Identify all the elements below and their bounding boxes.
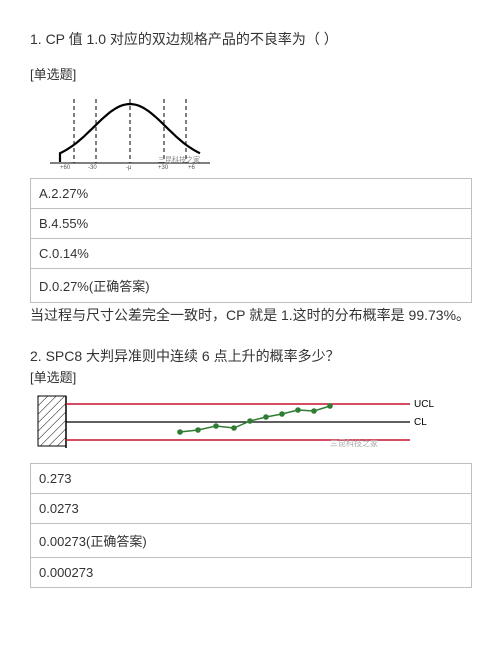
- q2-chart: UCL CL 三昆科技之家: [30, 388, 472, 461]
- q2-option-a[interactable]: 0.273: [31, 464, 472, 494]
- q2-option-b[interactable]: 0.0273: [31, 494, 472, 524]
- control-chart: UCL CL 三昆科技之家: [30, 388, 460, 456]
- q1-chart: +60 -30 -μ +30 +6三昆科技之家: [30, 85, 472, 176]
- q2-option-d[interactable]: 0.000273: [31, 558, 472, 588]
- q1-option-c[interactable]: C.0.14%: [31, 239, 472, 269]
- svg-text:+30: +30: [158, 165, 169, 171]
- bell-curve-chart: +60 -30 -μ +30 +6三昆科技之家: [30, 85, 230, 171]
- q2-option-c[interactable]: 0.00273(正确答案): [31, 524, 472, 558]
- svg-text:-30: -30: [88, 165, 97, 171]
- q1-option-b[interactable]: B.4.55%: [31, 209, 472, 239]
- svg-text:三昆科技之家: 三昆科技之家: [330, 438, 378, 448]
- svg-text:UCL: UCL: [414, 399, 434, 410]
- q2-options-table: 0.273 0.0273 0.00273(正确答案) 0.000273: [30, 463, 472, 588]
- svg-text:CL: CL: [414, 417, 427, 428]
- q1-options-table: A.2.27% B.4.55% C.0.14% D.0.27%(正确答案): [30, 178, 472, 303]
- svg-text:+6: +6: [188, 165, 196, 171]
- svg-text:+60: +60: [60, 165, 71, 171]
- q2-type-label: [单选题]: [30, 367, 472, 386]
- quiz-page: 1. CP 值 1.0 对应的双边规格产品的不良率为（ ） [单选题] +60 -…: [0, 0, 502, 649]
- q2-title: 2. SPC8 大判异准则中连续 6 点上升的概率多少？: [30, 345, 472, 367]
- svg-text:-μ: -μ: [126, 165, 132, 171]
- q1-option-d[interactable]: D.0.27%(正确答案): [31, 269, 472, 303]
- q1-option-a[interactable]: A.2.27%: [31, 179, 472, 209]
- q1-title: 1. CP 值 1.0 对应的双边规格产品的不良率为（ ）: [30, 28, 472, 50]
- svg-text:三昆科技之家: 三昆科技之家: [158, 155, 200, 164]
- q1-explanation: 当过程与尺寸公差完全一致时，CP 就是 1.这时的分布概率是 99.73%。: [30, 305, 472, 327]
- q1-type-label: [单选题]: [30, 64, 472, 83]
